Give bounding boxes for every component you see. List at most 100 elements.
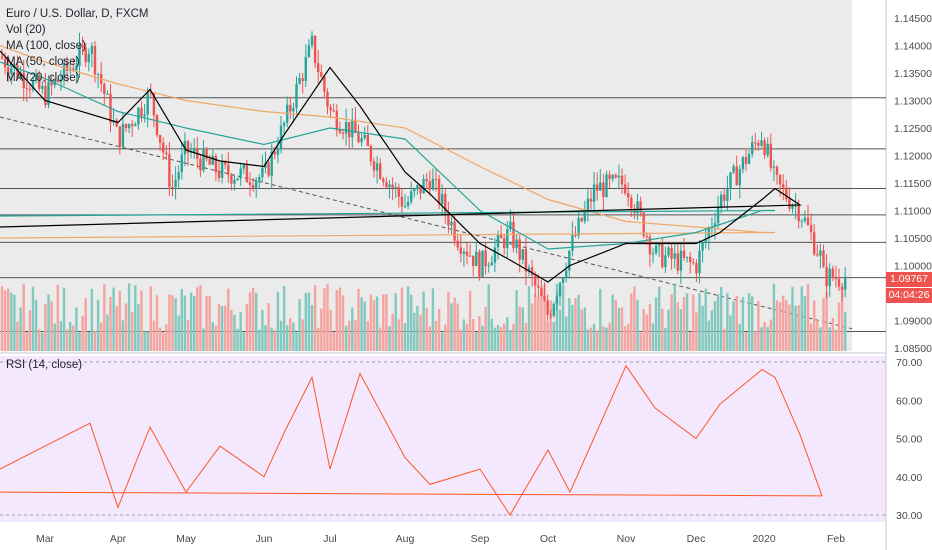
candle-body <box>608 174 611 179</box>
candle-body <box>363 134 366 139</box>
candle-body <box>537 285 540 288</box>
candle-body <box>25 87 28 89</box>
volume-bar <box>825 292 828 351</box>
candle-body <box>146 92 149 115</box>
volume-bar <box>704 288 707 351</box>
symbol-title[interactable]: Euro / U.S. Dollar, D, FXCM <box>6 8 149 20</box>
time-tick-label: May <box>176 533 197 545</box>
candle-body <box>143 114 146 117</box>
volume-bar <box>298 299 301 351</box>
candle-body <box>701 242 704 251</box>
time-tick-label: Aug <box>396 533 415 545</box>
volume-bar <box>165 324 168 351</box>
volume-bar <box>670 294 673 351</box>
volume-bar <box>679 309 683 351</box>
ma20-legend[interactable]: MA (20, close) <box>6 72 80 84</box>
ma100-legend[interactable]: MA (100, close) <box>6 40 86 52</box>
volume-bar <box>419 314 422 351</box>
volume-bar <box>103 284 106 351</box>
time-axis[interactable]: Mar Apr May Jun Jul Aug Sep Oct Nov Dec 2020 Feb <box>36 533 845 545</box>
candle-body <box>335 110 338 131</box>
volume-bar <box>28 310 32 351</box>
volume-bar <box>834 329 838 351</box>
price-tick-label: 1.14500 <box>894 13 932 25</box>
candle-body <box>270 151 273 176</box>
volume-bar <box>320 308 323 351</box>
candle-body <box>813 232 816 255</box>
rsi-pane <box>0 361 886 516</box>
volume-bar <box>605 327 608 351</box>
volume-bar <box>797 305 800 351</box>
volume-bar <box>38 329 41 351</box>
candle-body <box>289 104 292 112</box>
candle-body <box>751 142 754 155</box>
candle-body <box>673 253 676 259</box>
volume-bar <box>13 294 16 351</box>
volume-bar <box>109 296 112 351</box>
candle-body <box>580 218 583 222</box>
volume-bar <box>75 307 78 351</box>
ma50-legend[interactable]: MA (50, close) <box>6 56 80 68</box>
candle-body <box>524 249 528 272</box>
candle-body <box>465 251 469 256</box>
volume-bar <box>379 327 382 351</box>
candle-body <box>304 56 307 81</box>
volume-bar <box>707 320 710 351</box>
candle-body <box>664 255 667 268</box>
price-axis[interactable]: 1.14500 1.14000 1.13500 1.13000 1.12500 1.120… <box>894 13 932 355</box>
volume-bar <box>441 332 444 351</box>
time-tick-label: Dec <box>687 533 706 545</box>
candle-body <box>794 205 797 207</box>
candle-body <box>459 247 462 254</box>
candle-body <box>478 251 481 277</box>
volume-bar <box>583 307 586 351</box>
time-tick-label: Mar <box>36 533 55 545</box>
vol-legend[interactable]: Vol (20) <box>6 24 46 36</box>
volume-bar <box>400 287 404 351</box>
candle-body <box>115 120 118 127</box>
volume-bar <box>794 305 797 351</box>
volume-bar <box>493 327 497 351</box>
candle-body <box>695 263 698 274</box>
candle-body <box>351 119 354 138</box>
volume-bar <box>276 291 280 351</box>
candle-body <box>521 249 524 260</box>
volume-bar <box>193 296 196 351</box>
candle-body <box>552 303 555 316</box>
candle-body <box>540 287 543 297</box>
candle-body <box>676 253 679 271</box>
volume-bar <box>121 320 125 351</box>
volume-bar <box>623 326 627 351</box>
volume-bar <box>751 296 754 351</box>
candle-body <box>456 240 459 248</box>
volume-bar <box>735 295 738 351</box>
candle-body <box>403 205 407 207</box>
ma100-line <box>0 44 776 239</box>
candle-body <box>819 250 822 256</box>
candle-body <box>168 154 171 187</box>
volume-bar <box>648 304 652 351</box>
candle-body <box>127 124 131 129</box>
volume-bar <box>428 326 431 351</box>
candle-body <box>90 45 94 54</box>
price-tick-label: 1.11000 <box>894 206 931 218</box>
volume-bar <box>292 322 295 351</box>
candle-body <box>692 261 695 264</box>
candle-body <box>295 83 298 108</box>
time-tick-label: Feb <box>827 533 845 545</box>
rsi-axis[interactable]: 70.00 60.00 50.00 40.00 30.00 <box>896 357 922 522</box>
volume-bar <box>530 303 534 351</box>
volume-bar <box>667 309 670 351</box>
rsi-line <box>0 364 823 516</box>
volume-bar <box>189 292 193 351</box>
ma50-line <box>0 61 776 250</box>
rsi-legend[interactable]: RSI (14, close) <box>6 359 83 371</box>
price-tick-label: 1.14000 <box>894 41 932 53</box>
candle-body <box>220 162 224 178</box>
candle-body <box>199 158 202 171</box>
candle-body <box>834 277 838 280</box>
volume-bar <box>242 332 245 351</box>
candle-body <box>134 124 137 127</box>
candle-body <box>385 181 388 188</box>
